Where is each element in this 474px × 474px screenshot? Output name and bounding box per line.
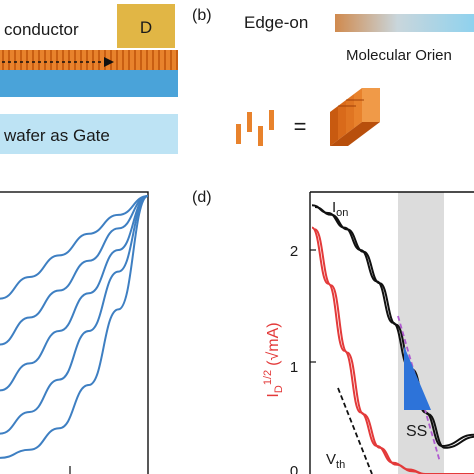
molecule-stripe <box>128 50 130 70</box>
molecule-stripe <box>110 50 112 70</box>
y-axis-label-sup: 1/2 <box>262 370 274 385</box>
molecule-stripe <box>140 50 142 70</box>
transfer-curve-red-sweep-2 <box>314 228 424 474</box>
orientation-gradient-bar <box>335 14 474 32</box>
vth-label: Vth <box>326 451 345 471</box>
transfer-curve-black-sweep-1 <box>311 204 474 448</box>
molecule-stripe <box>56 50 58 70</box>
y-axis-label: ID1/2 (√mA) <box>262 322 285 397</box>
molecule-stripe <box>80 50 82 70</box>
panel-b-orientation: (b) Edge-on Molecular Orien = <box>192 7 474 146</box>
molecule-stripe <box>122 50 124 70</box>
molecule-stripe <box>92 50 94 70</box>
output-curve-2 <box>0 195 149 346</box>
ytick-label-2: 2 <box>290 243 298 260</box>
edge-on-molecule-icon <box>236 110 274 146</box>
molecule-stripe <box>32 50 34 70</box>
y-axis-label-unit: (√mA) <box>265 322 282 365</box>
y-axis-label-sub: D <box>273 385 285 393</box>
transfer-curves <box>311 204 474 474</box>
molecule-stripe <box>86 50 88 70</box>
molecule-stripe <box>2 50 4 70</box>
ss-label: SS <box>406 423 427 440</box>
ss-triangle <box>404 346 431 410</box>
molecule-stripe <box>176 50 178 70</box>
molecule-stripe <box>44 50 46 70</box>
molecule-stripe <box>38 50 40 70</box>
panel-b-tag: (b) <box>192 7 212 24</box>
y-axis-label-base: I <box>265 393 282 397</box>
molecule-stripe <box>62 50 64 70</box>
transfer-curve-black-sweep-2 <box>314 206 474 449</box>
output-curve-1 <box>0 195 149 300</box>
panel-d-tag: (d) <box>192 189 212 206</box>
output-curves <box>0 195 149 459</box>
molecule-stripe <box>50 50 52 70</box>
ion-label-sub: on <box>336 207 348 219</box>
semiconductor-label: conductor <box>4 20 79 39</box>
molecule-stripe <box>146 50 148 70</box>
transfer-curve-red-sweep-1 <box>311 226 474 474</box>
substrate-layer <box>0 114 178 154</box>
panel-a-device: D conductor wafer as Gate <box>0 4 178 154</box>
molecule-stripe <box>98 50 100 70</box>
panel-c-output <box>0 191 149 474</box>
molecule-stripe <box>170 50 172 70</box>
molecule-stripe <box>134 50 136 70</box>
molecule-stripe <box>74 50 76 70</box>
molecule-stripe <box>26 50 28 70</box>
molecule-stripe <box>152 50 154 70</box>
molecule-stripe <box>20 50 22 70</box>
crystal-stack-icon <box>330 88 380 146</box>
drain-contact <box>117 4 175 48</box>
panel-d-transfer: (d) 2 1 0 ID1/2(√mA) SS Ion Vth <box>192 189 474 474</box>
ytick-label-0: 0 <box>290 463 298 474</box>
output-curve-3 <box>0 195 149 392</box>
drain-label: D <box>140 18 152 37</box>
dielectric-layer <box>0 70 178 97</box>
molecule-stripe <box>164 50 166 70</box>
molecule-stripe <box>14 50 16 70</box>
molecule-stripe <box>8 50 10 70</box>
molecule-stripe <box>68 50 70 70</box>
ion-label-main: I <box>332 199 336 216</box>
output-curve-5 <box>0 195 149 459</box>
molecule-stripe <box>116 50 118 70</box>
molecule-stripes <box>2 50 178 70</box>
vth-label-main: V <box>326 451 336 468</box>
y-axis-label-text: ID1/2 (√mA) <box>262 322 285 397</box>
edge-on-label: Edge-on <box>244 13 308 32</box>
molecule-stripe <box>158 50 160 70</box>
arrow-head-icon <box>104 57 114 67</box>
substrate-label: wafer as Gate <box>3 126 110 145</box>
orientation-label: Molecular Orien <box>346 47 452 64</box>
equals-sign: = <box>294 114 307 139</box>
panel-c-frame <box>0 191 149 474</box>
ion-label: Ion <box>332 199 348 219</box>
vth-label-sub: th <box>336 459 345 471</box>
output-curve-4 <box>0 195 149 435</box>
ytick-label-1: 1 <box>290 359 298 376</box>
